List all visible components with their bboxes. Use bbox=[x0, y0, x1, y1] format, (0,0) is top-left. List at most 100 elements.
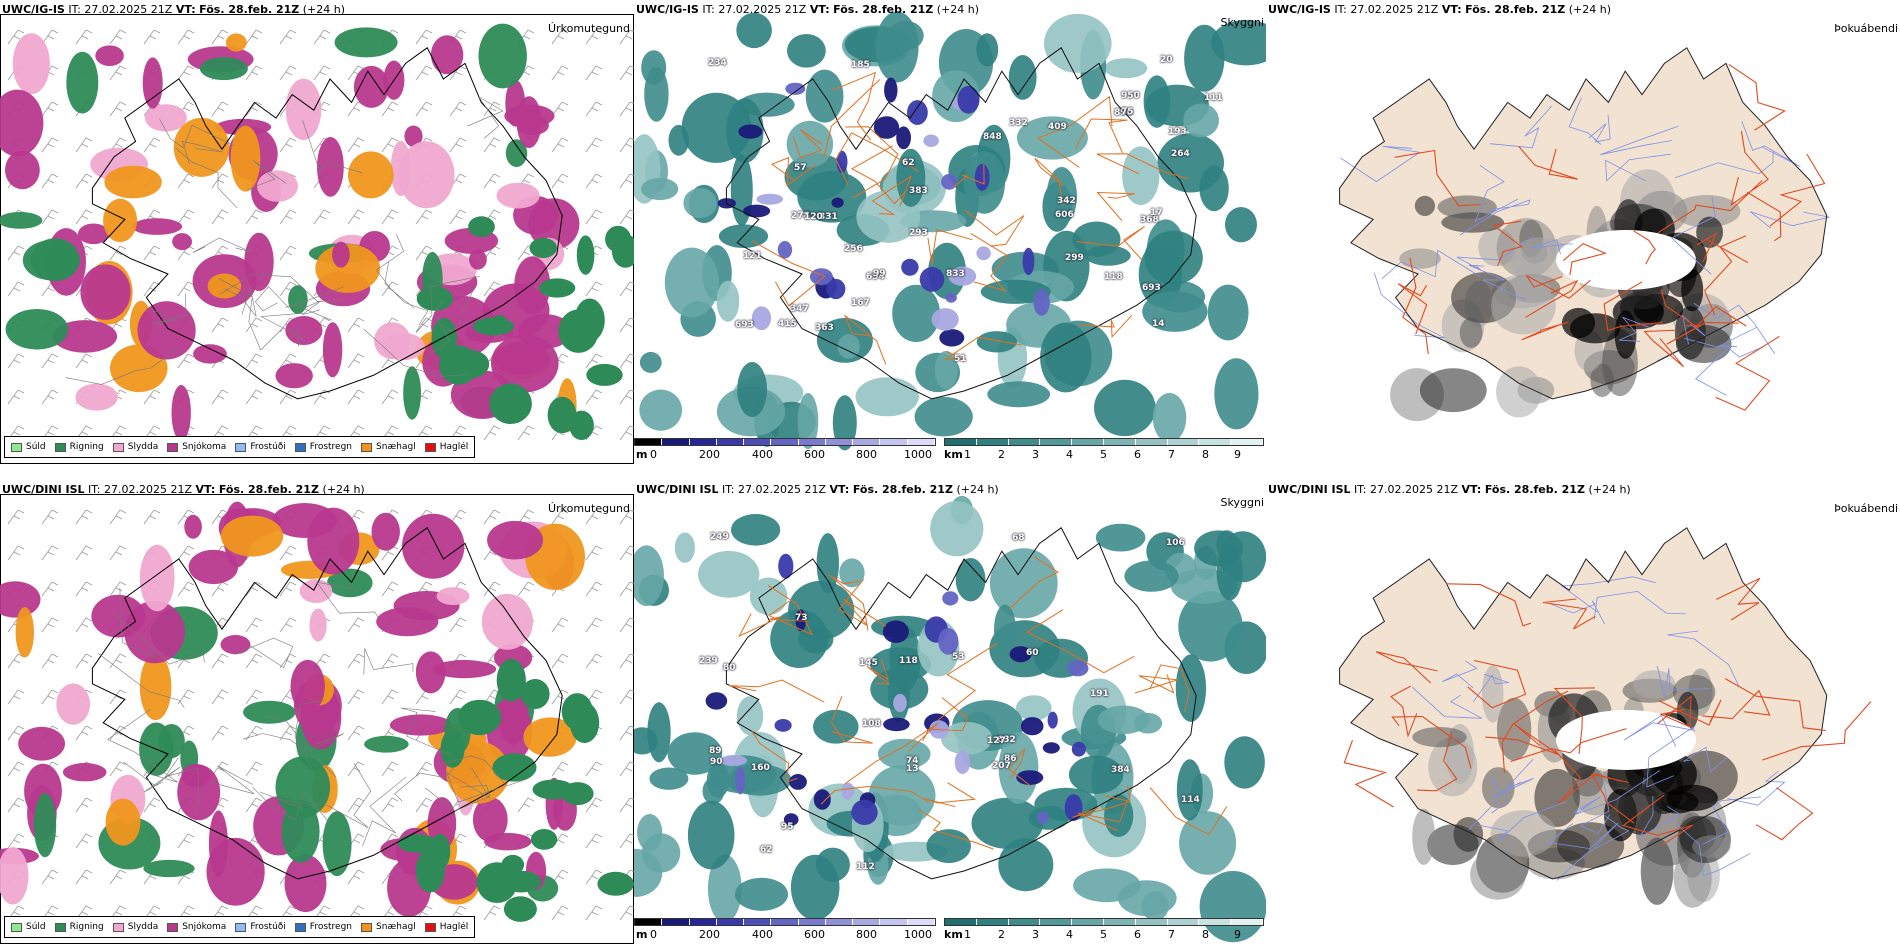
visibility-map bbox=[634, 11, 1266, 451]
field-cell bbox=[786, 120, 834, 168]
colorbar-swatch bbox=[1231, 919, 1263, 925]
colorbar-m-swatches bbox=[634, 438, 936, 446]
field-cell bbox=[1042, 742, 1060, 754]
visibility-field bbox=[634, 495, 1266, 943]
fog-index-map bbox=[1339, 47, 1830, 422]
iceland-coastline bbox=[91, 527, 563, 880]
field-cell bbox=[674, 532, 695, 563]
field-cell bbox=[955, 558, 986, 602]
colorbar-swatch bbox=[716, 919, 745, 925]
field-cell bbox=[52, 320, 118, 353]
field-cell bbox=[1033, 288, 1050, 316]
colorbar-swatch bbox=[907, 919, 935, 925]
panel-title: UWC/DINI ISL IT: 27.02.2025 21Z VT: Fös.… bbox=[1268, 483, 1631, 496]
field-cell bbox=[576, 235, 595, 275]
field-cell bbox=[1570, 313, 1621, 344]
field-cell bbox=[131, 218, 183, 235]
field-cell bbox=[942, 591, 959, 606]
field-cell bbox=[797, 393, 819, 449]
legend-swatch bbox=[112, 922, 124, 932]
field-cell bbox=[813, 709, 859, 744]
wind-barb bbox=[551, 761, 569, 777]
field-cell bbox=[281, 800, 320, 863]
wind-barb bbox=[41, 869, 59, 885]
field-cell bbox=[914, 396, 973, 437]
wind-barb bbox=[381, 101, 399, 117]
wind-barb bbox=[245, 209, 263, 225]
legend-item: Frostregn bbox=[294, 442, 352, 452]
field-cell bbox=[103, 198, 138, 243]
wind-barb bbox=[347, 689, 365, 705]
field-cell bbox=[884, 77, 898, 103]
colorbar-swatch bbox=[945, 439, 977, 445]
wind-barb bbox=[211, 209, 229, 225]
ice-cap bbox=[1556, 230, 1696, 290]
wind-barb bbox=[245, 725, 263, 741]
legend-label: Snjókoma bbox=[182, 922, 227, 932]
field-cell bbox=[1207, 284, 1249, 341]
wind-barb bbox=[75, 353, 93, 369]
wind-barb bbox=[381, 425, 399, 441]
visibility-marker: 278 bbox=[791, 211, 810, 221]
visibility-map bbox=[634, 495, 1266, 943]
wind-barb bbox=[41, 425, 59, 441]
wind-barb bbox=[177, 545, 195, 561]
field-cell bbox=[919, 267, 945, 292]
wind-barb bbox=[415, 797, 433, 813]
colorbar-tick: 400 bbox=[752, 928, 773, 941]
iceland-coastline bbox=[1339, 47, 1828, 400]
field-cell bbox=[220, 635, 251, 655]
wind-barb bbox=[143, 797, 161, 813]
legend-label: Haglél bbox=[439, 922, 469, 932]
field-cell bbox=[664, 247, 719, 318]
legend-swatch bbox=[424, 922, 436, 932]
panel-title: UWC/IG-IS IT: 27.02.2025 21Z VT: Fös. 28… bbox=[1268, 3, 1612, 16]
field-cell bbox=[18, 726, 66, 761]
field-cell bbox=[1047, 711, 1058, 729]
field-cell bbox=[398, 834, 437, 853]
wind-barb bbox=[75, 617, 93, 633]
visibility-marker: 331 bbox=[819, 212, 838, 222]
wind-barb bbox=[177, 833, 195, 849]
visibility-marker: 20 bbox=[1160, 55, 1173, 65]
visibility-marker: 293 bbox=[909, 228, 928, 238]
field-cell bbox=[538, 278, 576, 298]
wind-barb bbox=[177, 905, 195, 921]
visibility-marker: 75 bbox=[1121, 107, 1134, 117]
visibility-marker: 606 bbox=[1055, 210, 1074, 220]
visibility-marker: 111 bbox=[1204, 93, 1223, 103]
legend-label: Slydda bbox=[127, 442, 159, 452]
legend-item: Snjókoma bbox=[167, 922, 226, 932]
wind-barb bbox=[381, 389, 399, 405]
field-cell bbox=[78, 223, 109, 245]
wind-barb bbox=[449, 905, 467, 921]
field-cell bbox=[1225, 207, 1257, 243]
field-cell bbox=[110, 344, 168, 393]
colorbar-tick: 7 bbox=[1168, 448, 1175, 461]
wind-barb bbox=[381, 137, 399, 153]
field-cell bbox=[976, 331, 1017, 353]
field-cell bbox=[398, 141, 455, 209]
field-cell bbox=[954, 750, 971, 774]
visibility-marker: 13 bbox=[906, 764, 919, 774]
field-cell bbox=[1157, 133, 1224, 193]
field-cell bbox=[785, 82, 806, 95]
field-cell bbox=[1412, 808, 1436, 865]
field-cell bbox=[492, 753, 537, 782]
field-cell bbox=[1040, 322, 1092, 393]
field-cell bbox=[868, 765, 936, 826]
wind-barb bbox=[279, 137, 297, 153]
wind-barb bbox=[7, 725, 25, 741]
field-cell bbox=[971, 797, 1044, 849]
field-cell bbox=[687, 800, 735, 870]
wind-barb bbox=[449, 617, 467, 633]
colorbar-swatch bbox=[1231, 439, 1263, 445]
panel-variable-name: Skyggni bbox=[1220, 496, 1264, 509]
field-cell bbox=[1008, 55, 1037, 100]
visibility-marker: 384 bbox=[1111, 765, 1130, 775]
wind-barb bbox=[211, 905, 229, 921]
field-cell bbox=[736, 12, 772, 49]
wind-barb bbox=[551, 617, 569, 633]
colorbar-swatch bbox=[853, 439, 881, 445]
wind-barb bbox=[245, 317, 263, 333]
